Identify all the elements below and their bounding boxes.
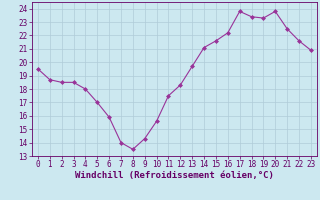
X-axis label: Windchill (Refroidissement éolien,°C): Windchill (Refroidissement éolien,°C) bbox=[75, 171, 274, 180]
